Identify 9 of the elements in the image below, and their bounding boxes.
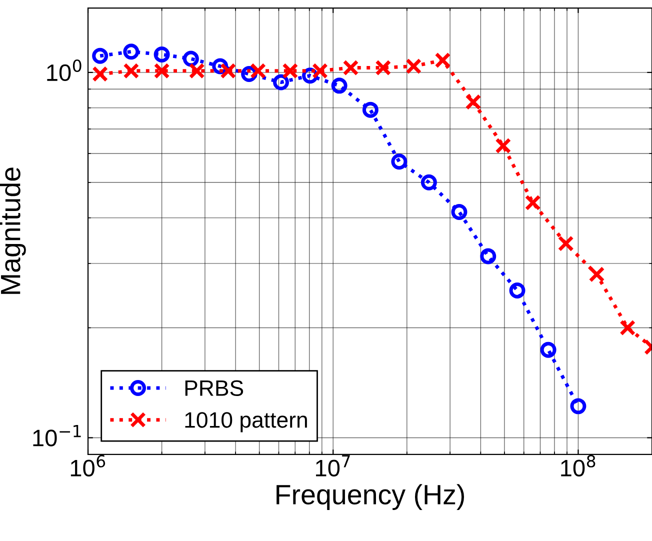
legend-label: 1010 pattern [185,412,307,432]
x-axis-title: Frequency (Hz) [276,484,464,510]
x-tick-label: 10$^{6}$ [70,454,106,476]
y-tick-label: 10$^{−1}$ [33,425,81,446]
x-tick-label: 10$^{8}$ [561,454,596,476]
legend-label: PRBS [185,380,244,396]
x-tick-label: 10$^{7}$ [316,455,350,476]
y-axis-title: Magnitude [0,168,26,294]
y-tick-label: 10$^{0}$ [47,60,82,82]
